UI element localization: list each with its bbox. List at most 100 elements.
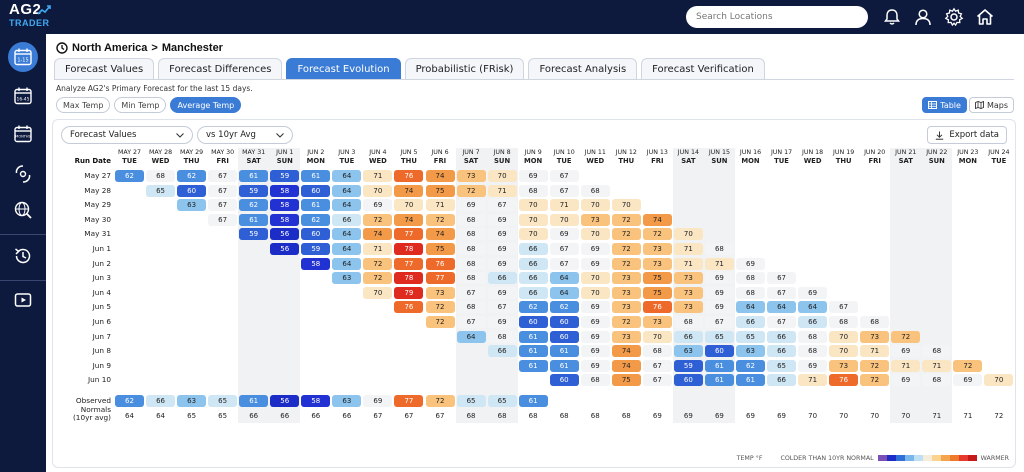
comparison-dropdown-label: vs 10yr Avg [206, 130, 256, 140]
forecast-cell: 69 [736, 257, 765, 270]
column-date-header: JUN 13 [646, 149, 668, 156]
forecast-cell: 69 [487, 228, 517, 241]
forecast-cell: 68 [456, 257, 486, 270]
legend-swatch [886, 455, 896, 461]
forecast-cell: 61 [549, 359, 579, 372]
pill-min-temp[interactable]: Min Temp [114, 97, 167, 113]
sidebar-item-global-search[interactable] [9, 196, 37, 224]
bell-icon[interactable] [882, 7, 902, 27]
sidebar-item-tropical[interactable] [9, 160, 37, 188]
forecast-cell: 61 [239, 395, 269, 407]
forecast-cell: 69 [704, 286, 734, 299]
column-day-header: TUE [991, 157, 1007, 165]
forecast-cell: 71 [425, 199, 455, 212]
forecast-cell: 67 [829, 301, 859, 314]
forecast-cell: 77 [425, 272, 455, 285]
column-date-header: MAY 27 [117, 149, 142, 156]
maps-view-button[interactable]: Maps [968, 97, 1014, 113]
sidebar-item-months[interactable]: MONTHS [9, 120, 37, 148]
forecast-cell: 68 [580, 184, 610, 197]
user-icon[interactable] [913, 7, 933, 27]
forecast-cell: 76 [829, 374, 859, 387]
run-date-header: Run Date [74, 157, 111, 165]
forecast-cell: 61 [704, 374, 734, 387]
sidebar-item-16-45[interactable]: 16-45 [9, 82, 37, 110]
forecast-cell: 69 [580, 257, 610, 270]
top-header: AG2 TRADER [0, 0, 1024, 34]
forecast-cell: 70 [580, 199, 610, 212]
comparison-dropdown[interactable]: vs 10yr Avg [197, 126, 293, 144]
pill-average-temp[interactable]: Average Temp [170, 97, 242, 113]
forecast-cell: 67 [208, 184, 238, 197]
forecast-cell: 71 [963, 412, 973, 420]
forecast-cell: 71 [704, 257, 734, 270]
table-view-label: Table [940, 100, 961, 110]
column-date-header: JUN 1 [276, 149, 294, 156]
search-locations-input[interactable] [686, 6, 868, 28]
forecast-cell: 61 [736, 374, 765, 387]
gear-icon[interactable] [944, 7, 964, 27]
forecast-cell: 66 [332, 213, 362, 226]
column-day-header: FRI [216, 157, 229, 165]
table-view-button[interactable]: Table [922, 97, 967, 113]
column-day-header: SAT [246, 157, 261, 165]
forecast-cell: 66 [518, 243, 548, 255]
forecast-values-dropdown-label: Forecast Values [70, 130, 137, 140]
forecast-cell: 67 [549, 243, 579, 255]
forecast-cell: 68 [736, 272, 765, 285]
column-day-header: THU [835, 157, 852, 165]
forecast-cell: 69 [487, 243, 517, 255]
home-icon[interactable] [975, 7, 995, 27]
export-data-button[interactable]: Export data [927, 126, 1007, 144]
forecast-cell: 65 [487, 395, 517, 407]
sidebar-item-history[interactable] [9, 242, 37, 270]
tab-forecast-analysis[interactable]: Forecast Analysis [528, 58, 638, 80]
run-date-label: Jun 10 [87, 375, 111, 385]
calendar-16-45-icon: 16-45 [14, 87, 32, 105]
column-date-header: JUN 4 [369, 149, 387, 156]
tab-forecast-evolution[interactable]: Forecast Evolution [286, 58, 401, 80]
column-date-header: JUN 7 [462, 149, 480, 156]
view-toggle: Table Maps [922, 97, 1014, 113]
forecast-cell: 68 [736, 286, 765, 299]
sidebar-item-video[interactable] [9, 286, 37, 314]
forecast-cell: 70 [611, 199, 641, 212]
forecast-cell: 75 [642, 272, 672, 285]
legend-warmer-label: WARMER [980, 454, 1009, 462]
column-day-header: SUN [928, 157, 945, 165]
sidebar-item-label: MONTHS [15, 135, 31, 139]
main-panel: North America > Manchester Forecast Valu… [46, 34, 1024, 472]
forecast-cell: 69 [704, 272, 734, 285]
forecast-cell: 75 [611, 374, 641, 387]
tab-forecast-values[interactable]: Forecast Values [54, 58, 155, 80]
sidebar-item-1-15[interactable]: 1-15 [8, 42, 38, 72]
forecast-cell: 69 [363, 395, 393, 407]
forecast-cell: 58 [270, 184, 300, 197]
tab-forecast-verification[interactable]: Forecast Verification [641, 58, 765, 80]
forecast-cell: 66 [736, 316, 765, 328]
tab-forecast-differences[interactable]: Forecast Differences [158, 58, 283, 80]
calendar-1-15-icon: 1-15 [14, 48, 32, 66]
breadcrumb-region[interactable]: North America [72, 42, 148, 54]
legend-swatch [958, 455, 968, 461]
forecast-cell: 66 [249, 412, 259, 420]
forecast-cell: 67 [767, 272, 797, 285]
forecast-cell: 62 [115, 170, 144, 182]
forecast-cell: 70 [580, 228, 610, 241]
forecast-cell: 68 [456, 301, 486, 314]
forecast-cell: 77 [394, 228, 424, 241]
forecast-cell: 65 [456, 395, 486, 407]
forecast-cell: 69 [549, 228, 579, 241]
forecast-cell: 68 [922, 374, 952, 387]
forecast-cell: 66 [342, 412, 352, 420]
ag2-trader-logo[interactable]: AG2 TRADER [9, 2, 55, 32]
tab-probabilistic[interactable]: Probabilistic (FRisk) [404, 58, 525, 80]
forecast-values-dropdown[interactable]: Forecast Values [61, 126, 193, 144]
column-date-header: JUN 3 [338, 149, 356, 156]
pill-max-temp[interactable]: Max Temp [56, 97, 111, 113]
run-date-label: Jun 5 [92, 302, 111, 312]
forecast-cell: 69 [487, 316, 517, 328]
forecast-cell: 70 [394, 199, 424, 212]
column-date-header: JUN 23 [957, 149, 979, 156]
forecast-cell: 66 [487, 272, 517, 285]
